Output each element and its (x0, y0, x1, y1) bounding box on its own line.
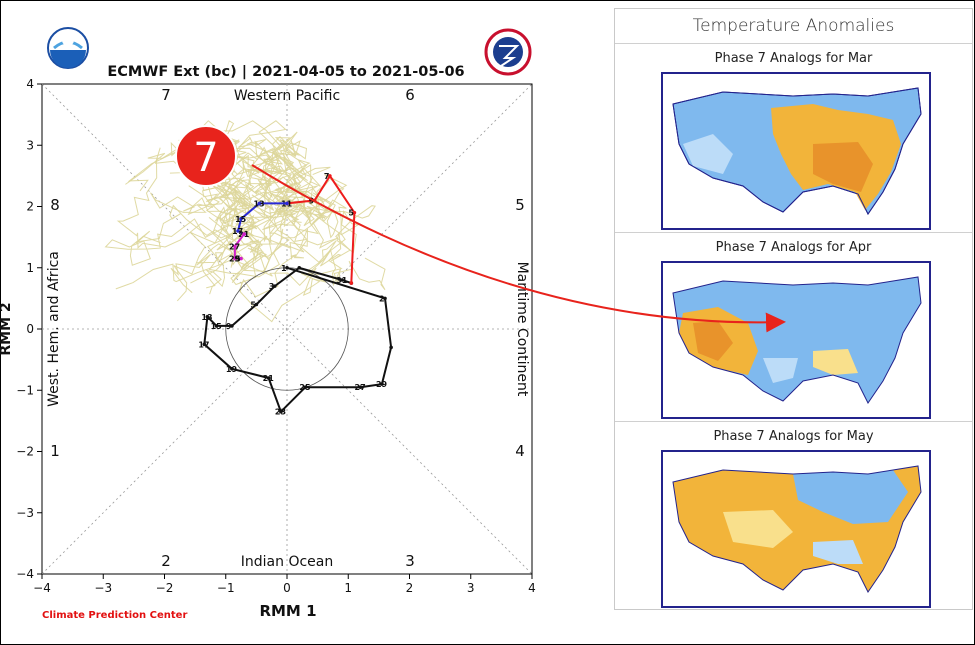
region-label-right: Maritime Continent (514, 262, 530, 397)
x-tick-label: −4 (33, 581, 51, 595)
series-point (389, 345, 393, 350)
point-label: 27 (355, 383, 366, 392)
phase-number: 4 (515, 442, 525, 460)
us-temperature-map-apr (661, 261, 931, 419)
y-tick-label: −4 (16, 567, 34, 581)
y-tick-label: 2 (26, 200, 34, 214)
phase-number: 6 (405, 86, 415, 104)
point-label: 2 (379, 294, 385, 303)
series-point (349, 281, 354, 285)
point-label: 19 (226, 365, 238, 374)
x-tick-label: 2 (406, 581, 414, 595)
series-point (239, 256, 243, 261)
y-axis-label: RMM 2 (0, 302, 14, 355)
series-point (230, 367, 234, 371)
point-label: 1 (281, 264, 287, 273)
nws-logo (484, 28, 532, 76)
chart-title: ECMWF Ext (bc) | 2021-04-05 to 2021-05-0… (107, 64, 464, 80)
guide-diagonal-2 (41, 83, 533, 575)
series-point (202, 342, 207, 347)
x-tick-label: −1 (217, 581, 235, 595)
map-title-may: Phase 7 Analogs for May (713, 429, 874, 444)
point-label: 17 (198, 340, 209, 349)
y-tick-label: −2 (16, 445, 34, 459)
x-tick-label: −2 (156, 581, 174, 595)
point-label: 3 (269, 282, 275, 291)
y-tick-label: 4 (26, 77, 34, 91)
y-tick-label: 3 (26, 138, 34, 152)
ensemble-member-line (104, 184, 293, 266)
phase-number: 5 (515, 196, 525, 214)
panel-title: Temperature Anomalies (615, 9, 972, 44)
us-temperature-map-may (661, 450, 931, 608)
series-line-3 (233, 233, 245, 260)
map-title-apr: Phase 7 Analogs for Apr (715, 240, 872, 255)
series-point (285, 201, 289, 206)
point-label: 13 (201, 313, 212, 322)
series-point (230, 324, 234, 328)
region-label-left: West. Hem. and Africa (46, 251, 62, 407)
plot-area: 1229272523211917131595331579111315172127… (0, 77, 536, 595)
noaa-logo (47, 27, 89, 69)
mjo-phase-diagram: ECMWF Ext (bc) | 2021-04-05 to 2021-05-0… (0, 27, 536, 620)
phase-number: 2 (161, 552, 171, 570)
point-label: 5 (235, 255, 241, 264)
x-tick-label: 1 (344, 581, 352, 595)
region-label-bottom: Indian Ocean (241, 554, 333, 570)
y-tick-label: 0 (26, 322, 34, 336)
map-section-may: Phase 7 Analogs for May (615, 422, 972, 610)
point-label: 5 (250, 301, 256, 310)
point-label: 9 (309, 196, 315, 205)
y-tick-label: −1 (16, 383, 34, 397)
point-label: 15 (211, 322, 223, 331)
point-label: 7 (324, 172, 330, 181)
series-point (233, 256, 237, 261)
y-tick-label: 1 (26, 261, 34, 275)
phase-number: 3 (405, 552, 415, 570)
x-axis-label: RMM 1 (259, 602, 316, 620)
x-tick-label: −3 (94, 581, 112, 595)
map-title-mar: Phase 7 Analogs for Mar (714, 51, 873, 66)
point-label: 27 (229, 242, 240, 251)
region-label-top: Western Pacific (234, 88, 340, 104)
series-point (236, 229, 240, 233)
phase-number: 7 (161, 86, 171, 104)
point-label: 9 (226, 322, 232, 331)
phase-number: 1 (50, 442, 60, 460)
phase-number: 8 (50, 196, 60, 214)
point-label: 29 (229, 255, 241, 264)
point-label: 23 (275, 408, 286, 417)
series-point (266, 376, 271, 380)
us-temperature-map-mar (661, 72, 931, 230)
y-tick-label: −3 (16, 506, 34, 520)
point-label: 15 (235, 215, 247, 224)
x-tick-label: 0 (283, 581, 291, 595)
series-point (279, 409, 283, 414)
x-tick-label: 3 (467, 581, 475, 595)
point-label: 17 (232, 227, 243, 236)
point-label: 13 (253, 199, 264, 208)
series-point (233, 244, 237, 249)
point-label: 25 (299, 383, 311, 392)
series-point (380, 382, 384, 386)
series-point (297, 265, 302, 270)
series-point (214, 324, 219, 328)
series-point (239, 216, 243, 221)
series-point (242, 232, 246, 236)
point-label: 29 (376, 380, 388, 389)
temperature-anomalies-panel: Temperature Anomalies Phase 7 Analogs fo… (614, 8, 973, 610)
point-label: 5 (348, 209, 354, 218)
series-point (205, 314, 210, 319)
map-section-apr: Phase 7 Analogs for Apr (615, 233, 972, 422)
map-section-mar: Phase 7 Analogs for Mar (615, 44, 972, 233)
point-label: 21 (263, 374, 275, 383)
x-tick-label: 4 (528, 581, 536, 595)
credit-label: Climate Prediction Center (42, 610, 188, 621)
series-point (303, 385, 308, 389)
point-label: 31 (336, 276, 348, 285)
series-point (358, 385, 363, 389)
